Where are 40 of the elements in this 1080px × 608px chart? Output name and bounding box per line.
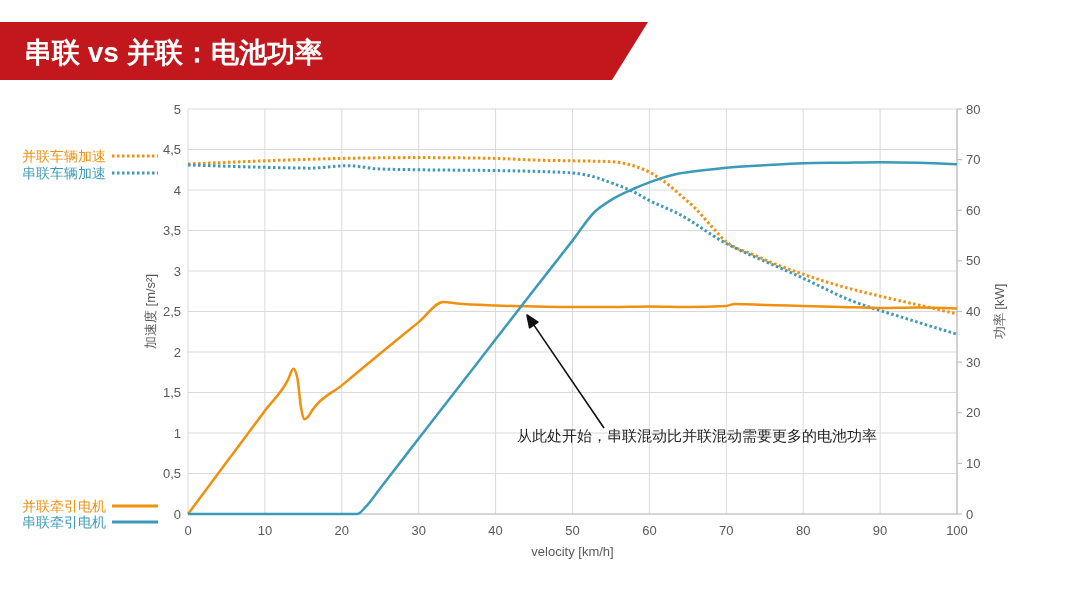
y2-tick-label: 20 <box>966 405 981 421</box>
x-tick-label: 30 <box>411 523 426 538</box>
y-tick-label: 3 <box>173 263 181 279</box>
x-tick-label: 70 <box>719 523 734 538</box>
y-tick-label: 0,5 <box>162 466 181 481</box>
y2-tick-label: 70 <box>966 152 981 168</box>
x-axis-title: velocity [km/h] <box>531 544 614 559</box>
y2-tick-label: 30 <box>966 354 981 370</box>
y-tick-label: 3,5 <box>162 223 181 238</box>
y2-tick-label: 0 <box>966 506 974 522</box>
y2-axis-title: 功率 [kW] <box>992 283 1007 340</box>
y2-tick-label: 50 <box>966 253 981 269</box>
x-tick-label: 10 <box>257 523 273 538</box>
y2-tick-label: 40 <box>966 304 981 319</box>
y2-tick-label: 10 <box>966 455 981 471</box>
y-axis-title: 加速度 [m/s²] <box>143 273 158 350</box>
x-tick-label: 60 <box>642 523 657 538</box>
y-tick-label: 1 <box>173 425 181 441</box>
x-tick-label: 90 <box>872 523 888 538</box>
legend-label: 串联车辆加速 <box>22 164 106 181</box>
annotation: 从此处开始，串联混动比并联混动需要更多的电池功率 <box>517 427 877 444</box>
y-tick-label: 4,5 <box>162 142 181 157</box>
y-tick-label: 2,5 <box>162 304 181 319</box>
x-tick-label: 0 <box>184 523 192 538</box>
x-tick-label: 50 <box>565 523 580 538</box>
y-tick-label: 1,5 <box>162 385 181 400</box>
legend-label: 并联车辆加速 <box>22 148 106 165</box>
y-tick-label: 2 <box>173 344 181 360</box>
x-tick-label: 20 <box>334 523 350 538</box>
legend-label: 并联牵引电机 <box>22 498 106 514</box>
y-tick-label: 0 <box>173 506 181 522</box>
x-tick-label: 80 <box>795 523 811 538</box>
y-tick-label: 4 <box>173 182 181 198</box>
y2-tick-label: 80 <box>966 101 981 117</box>
x-tick-label: 100 <box>946 523 968 538</box>
legend-label: 串联牵引电机 <box>22 514 106 530</box>
chart-title: 串联 vs 并联：电池功率 <box>24 37 323 68</box>
y2-tick-label: 60 <box>966 202 981 218</box>
x-tick-label: 40 <box>488 523 503 538</box>
y-tick-label: 5 <box>173 101 181 117</box>
